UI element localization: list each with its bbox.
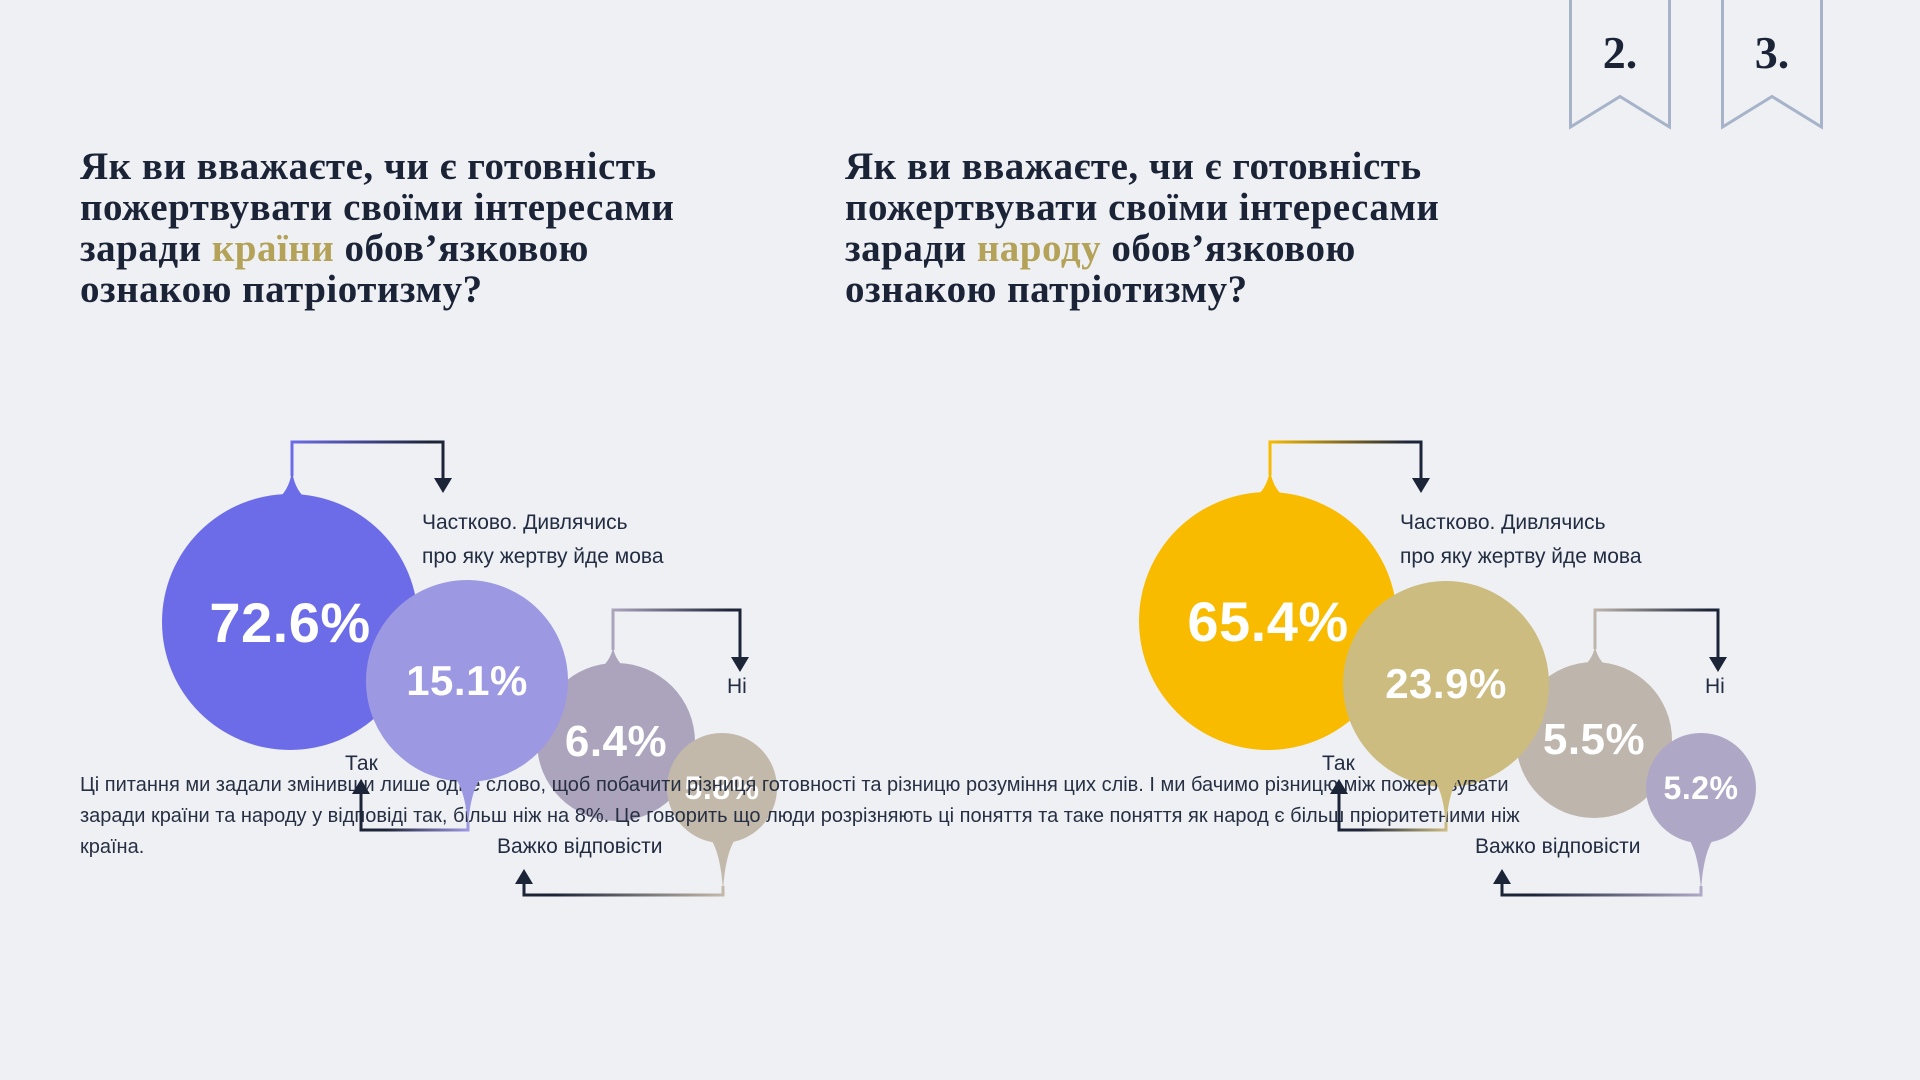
bubble-yes-left-value: 15.1% (406, 657, 528, 704)
label-yes-right: Так (1322, 752, 1355, 775)
bubble-no-left-value: 6.4% (564, 717, 668, 766)
question-left-line3: заради країни обов’язковою (80, 227, 589, 270)
bubble-yes-right-value: 23.9% (1385, 660, 1507, 707)
bookmark-2-number[interactable]: 2. (1602, 27, 1638, 78)
label-hard-left: Важко відповісти (497, 835, 663, 858)
question-left-line4: ознакою патріотизму? (80, 268, 483, 311)
label-no-right: Ні (1705, 675, 1725, 698)
question-right-line4: ознакою патріотизму? (845, 268, 1248, 311)
question-left-line2: пожертвувати своїми інтересами (80, 186, 675, 229)
question-left: Як ви вважаєте, чи є готовність пожертву… (80, 146, 780, 310)
bubble-partially-right-value: 65.4% (1187, 589, 1349, 653)
label-yes-left: Так (345, 752, 378, 775)
bubble-partially-right: 65.4% (1139, 492, 1397, 750)
question-right: Як ви вважаєте, чи є готовність пожертву… (845, 146, 1545, 310)
footer-text-line2: заради країни та народу у відповіді так,… (80, 805, 1520, 858)
connector-no-left (611, 608, 742, 657)
question-right-line1: Як ви вважаєте, чи є готовність (845, 145, 1422, 188)
question-left-line1: Як ви вважаєте, чи є готовність (80, 145, 657, 188)
bubble-hard-right: 5.2% (1646, 733, 1756, 843)
connector-partially-left (290, 440, 445, 478)
bubble-hard-left: 5.8% (667, 733, 777, 843)
label-partially-left: Частково. Дивлячись про яку жертву йде м… (422, 511, 664, 568)
arrow-down-icon (434, 478, 452, 493)
bubble-yes-right: 23.9% (1343, 581, 1549, 787)
bubble-yes-left: 15.1% (366, 580, 568, 782)
label-partially-right: Частково. Дивлячись про яку жертву йде м… (1400, 511, 1642, 568)
bubble-partially-left-value: 72.6% (209, 590, 371, 654)
highlight-word-nation: народу (976, 227, 1102, 270)
connector-hard-left (522, 884, 725, 897)
arrow-up-icon (515, 869, 533, 884)
highlight-word-country: країни (211, 227, 335, 270)
bubble-tail (1690, 841, 1712, 891)
bubble-hard-left-value: 5.8% (684, 769, 760, 806)
bookmark-3-number[interactable]: 3. (1754, 27, 1790, 78)
connector-partially-right (1268, 440, 1423, 478)
arrow-up-icon (1493, 869, 1511, 884)
arrow-down-icon (1412, 478, 1430, 493)
footer-text-line1: Ці питання ми задали змінивши лише одне … (80, 774, 1509, 796)
bubble-partially-left: 72.6% (162, 494, 418, 750)
label-hard-right: Важко відповісти (1475, 835, 1641, 858)
bubble-hard-right-value: 5.2% (1663, 769, 1739, 806)
question-right-line2: пожертвувати своїми інтересами (845, 186, 1440, 229)
question-right-line3: заради народу обов’язковою (845, 227, 1356, 270)
connector-hard-right (1500, 884, 1703, 897)
bubble-no-right-value: 5.5% (1542, 715, 1646, 764)
label-no-left: Ні (727, 675, 747, 698)
connector-no-right (1593, 608, 1720, 657)
